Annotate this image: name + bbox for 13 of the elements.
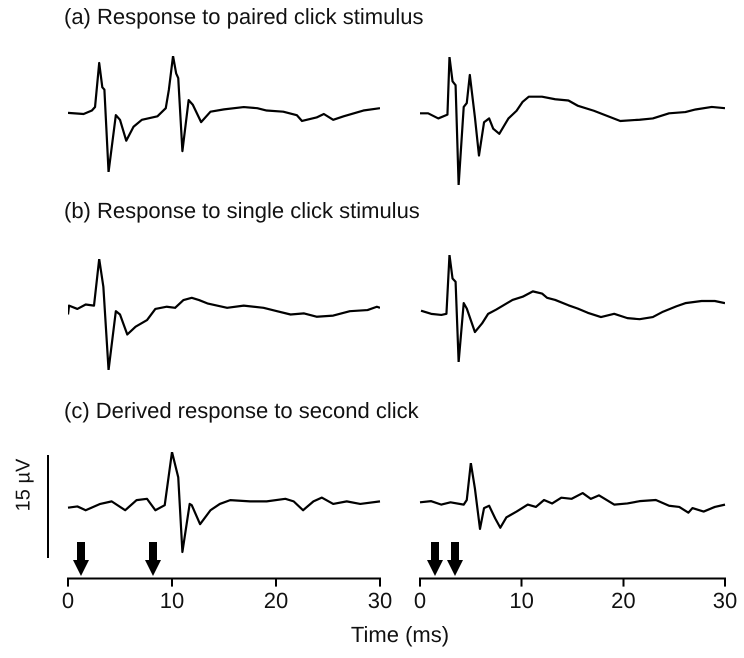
x-tick-label: 30 [712, 588, 738, 613]
x-axis-title: Time (ms) [350, 622, 450, 648]
chart-title: (a) Response to paired click stimulus [64, 4, 424, 30]
chart-title: (c) Derived response to second click [64, 398, 419, 424]
chart-title: (b) Response to single click stimulus [64, 198, 420, 224]
x-tick-label: 10 [509, 588, 534, 613]
x-tick-label: 30 [368, 588, 392, 613]
x-tick-label: 0 [414, 588, 426, 613]
y-axis-title: 15 µV [12, 458, 36, 512]
x-tick-label: 20 [264, 588, 288, 613]
x-tick-label: 10 [160, 588, 184, 613]
x-tick-label: 0 [62, 588, 74, 613]
x-tick-label: 20 [611, 588, 636, 613]
